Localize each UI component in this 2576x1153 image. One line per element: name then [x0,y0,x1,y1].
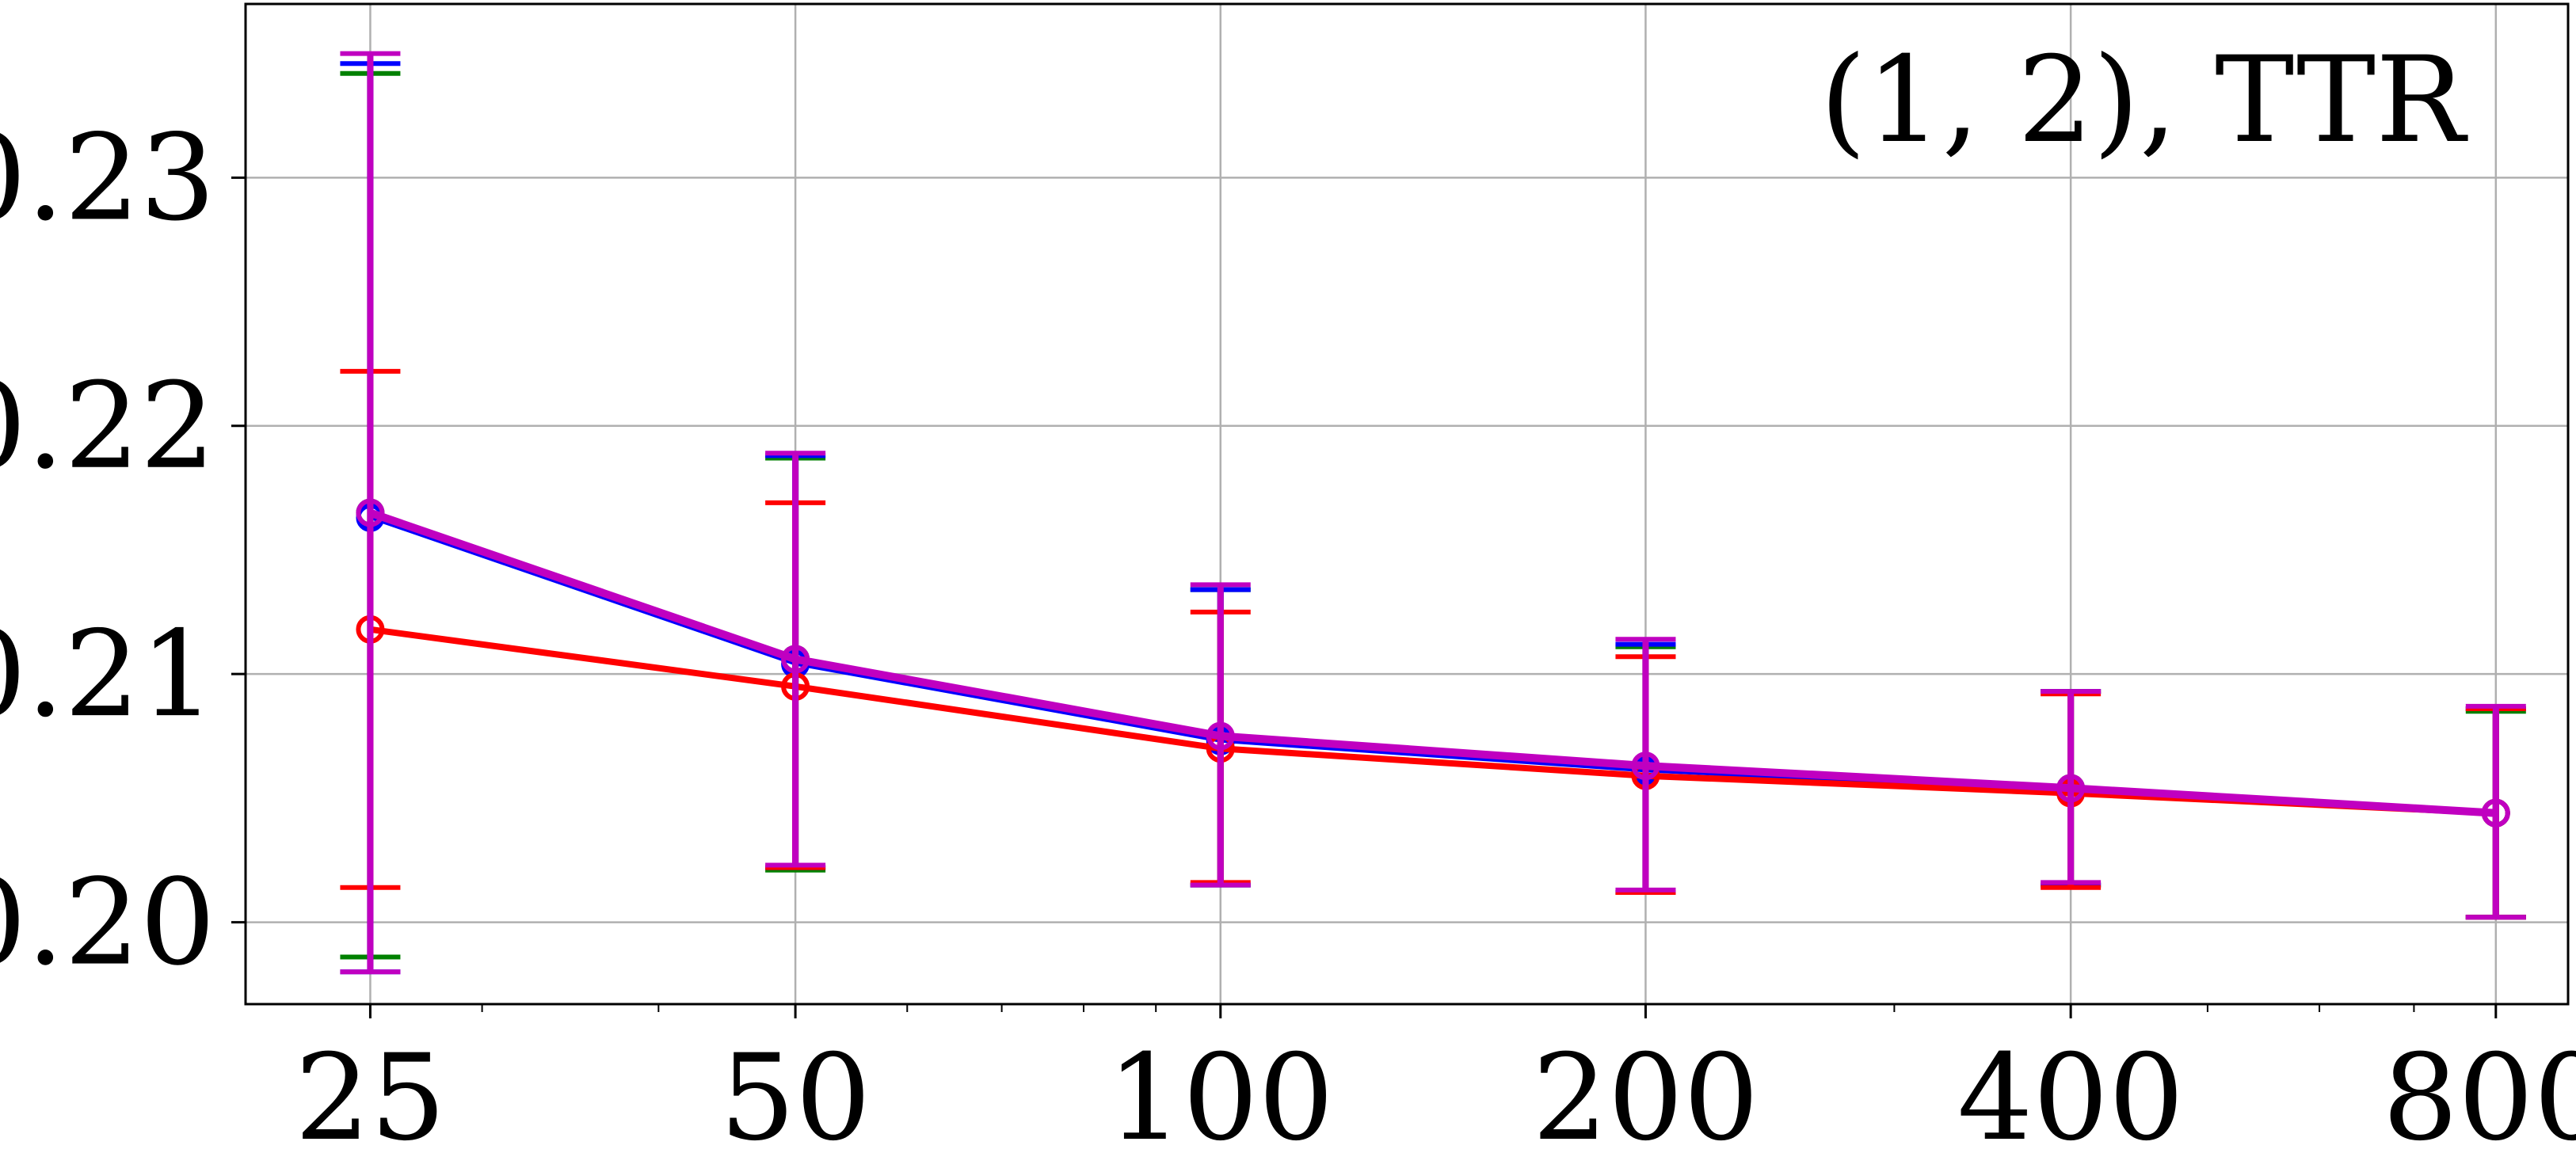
minor-ticks [481,1004,2415,1012]
x-tick-label: 800 [2383,1029,2576,1149]
data-point [356,498,385,527]
x-tick-label: 25 [295,1029,446,1149]
y-tick-label: 0.23 [0,109,215,247]
y-tick-label: 0.22 [0,358,215,496]
chart-annotation: (1, 2), TTR [1820,32,2469,169]
series-3 [340,51,2526,975]
data-point [1631,752,1660,781]
data-point [2481,798,2510,828]
x-tick-label: 200 [1532,1029,1759,1149]
series-2 [340,368,2526,920]
data-point [2056,774,2086,803]
x-tick-label: 400 [1957,1029,2184,1149]
x-tick-label: 100 [1107,1029,1334,1149]
data-point [781,645,810,674]
x-tick-label: 50 [720,1029,871,1149]
data-point [1206,721,1235,751]
series-0 [340,70,2526,960]
series-line [368,508,2497,817]
axis-ticks: 25 50 100 200 400 800 0.20 0.21 0.22 0.23 [0,109,2576,1153]
grid-lines [246,4,2568,1004]
series-layer [340,51,2526,975]
y-tick-label: 0.21 [0,606,215,744]
y-tick-label: 0.20 [0,854,215,992]
series-line [369,510,2496,816]
series-line [369,516,2496,815]
series-1 [340,61,2526,975]
plot-frame [244,2,2570,1006]
series-line [369,626,2496,816]
